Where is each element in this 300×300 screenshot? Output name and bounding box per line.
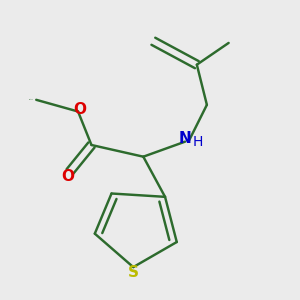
Text: H: H	[193, 135, 203, 148]
Text: S: S	[128, 265, 139, 280]
Text: O: O	[61, 169, 74, 184]
Text: O: O	[73, 102, 86, 117]
Text: methyl: methyl	[29, 99, 34, 101]
Text: N: N	[179, 131, 191, 146]
